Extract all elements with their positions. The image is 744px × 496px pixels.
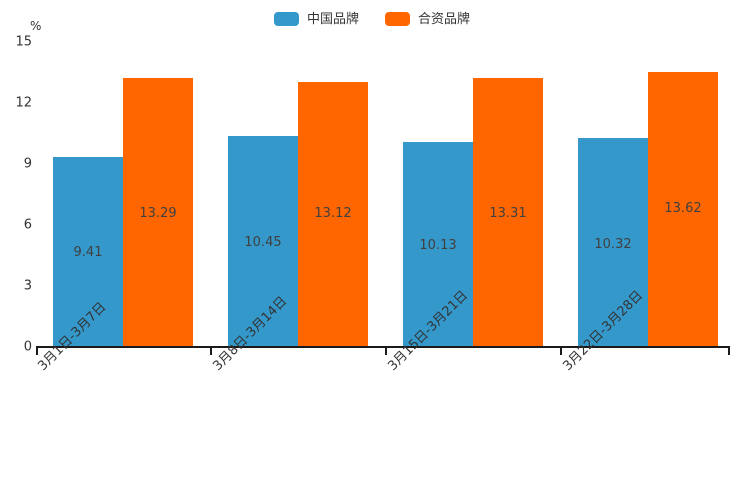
bar-joint-venture-brand-1[interactable] [123,78,193,348]
bar-value-joint-venture-brand-1: 13.29 [139,206,177,221]
bar-china-brand-3[interactable] [403,142,473,348]
bar-joint-venture-brand-3[interactable] [473,78,543,348]
y-tick-label-3: 3 [23,278,32,294]
bar-joint-venture-brand-4[interactable] [648,72,718,348]
legend-item-china-brand[interactable]: 中国品牌 [273,11,359,27]
y-tick-label-6: 6 [23,217,32,233]
bar-china-brand-4[interactable] [578,138,648,348]
y-axis: 15 12 9 6 3 0 [0,0,32,496]
legend-label-joint-venture-brand: 合资品牌 [418,11,471,27]
bar-value-china-brand-3: 10.13 [419,238,457,253]
y-tick-label-9: 9 [23,156,32,172]
bar-value-joint-venture-brand-3: 13.31 [489,206,527,221]
bar-joint-venture-brand-2[interactable] [298,82,368,348]
y-axis-unit-label: % [30,19,42,33]
y-tick-label-0: 0 [23,339,32,355]
x-axis-tick-1 [210,348,212,355]
plot-area: 9.41 13.29 10.45 13.12 10.13 13.31 10.32… [53,72,718,348]
bar-value-joint-venture-brand-4: 13.62 [664,201,702,216]
y-tick-label-15: 15 [15,34,32,50]
legend-swatch-orange-icon [385,12,410,26]
legend-swatch-blue-icon [273,12,299,26]
x-axis-tick-0 [36,348,38,355]
bar-value-china-brand-2: 10.45 [244,235,282,250]
chart-legend: 中国品牌 合资品牌 [0,12,744,26]
x-axis-tick-2 [385,348,387,355]
x-axis-tick-4 [728,348,730,355]
x-axis-line [36,346,730,348]
bar-value-china-brand-4: 10.32 [594,237,632,252]
legend-label-china-brand: 中国品牌 [306,11,359,27]
x-axis-tick-3 [560,348,562,355]
legend-item-joint-venture-brand[interactable]: 合资品牌 [385,12,470,26]
bar-china-brand-2[interactable] [228,136,298,348]
bar-value-china-brand-1: 9.41 [73,245,103,260]
bar-value-joint-venture-brand-2: 13.12 [314,206,352,221]
y-tick-label-12: 12 [15,95,32,111]
bar-china-brand-1[interactable] [53,157,123,348]
